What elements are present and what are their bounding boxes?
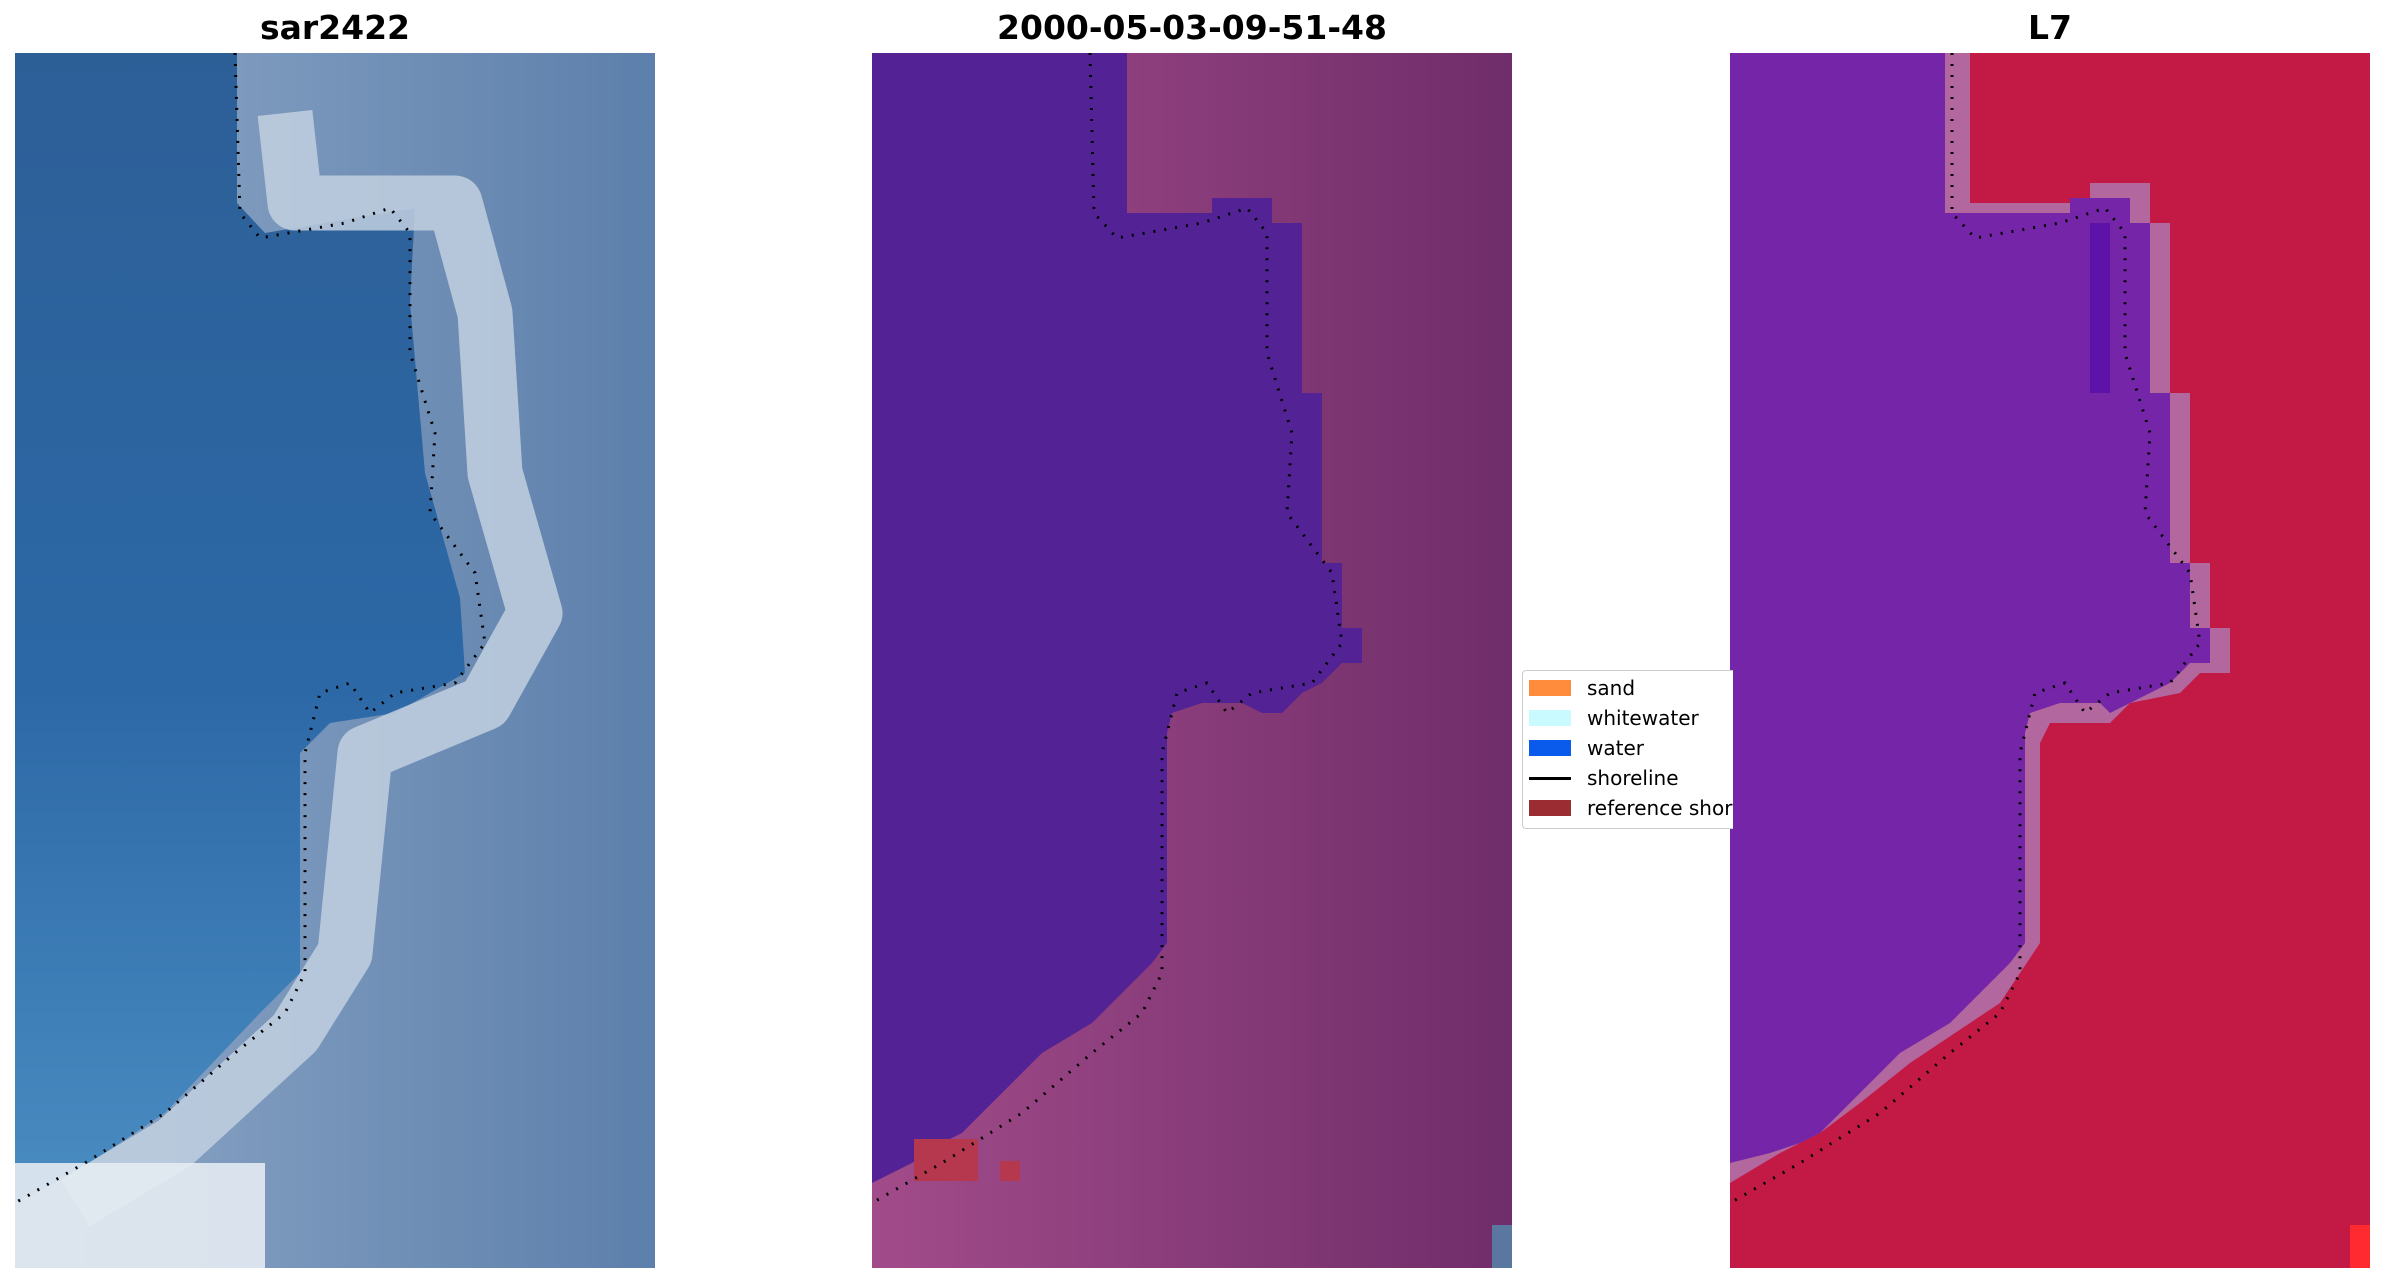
- rgb-image-panel: [15, 53, 655, 1268]
- class-water-area: [872, 53, 1362, 1183]
- legend-label: sand: [1587, 676, 1636, 700]
- rgb-bright-surf: [15, 1163, 265, 1268]
- legend-label: water: [1587, 736, 1644, 760]
- rgb-water-area: [15, 53, 465, 1203]
- legend-item-water: water: [1529, 735, 1644, 761]
- rgb-shoreline: [15, 53, 487, 1205]
- legend-label: whitewater: [1587, 706, 1699, 730]
- index-deep-water: [2090, 223, 2110, 393]
- legend-line-shoreline: [1529, 776, 1571, 780]
- legend-swatch-reference-buffer: [1529, 800, 1571, 816]
- legend: sand whitewater water shoreline referenc…: [1522, 670, 1733, 829]
- legend-swatch-sand: [1529, 680, 1571, 696]
- classification-panel: [872, 53, 1512, 1268]
- legend-swatch-water: [1529, 740, 1571, 756]
- rgb-surf-band: [60, 109, 563, 1227]
- legend-item-shoreline: shoreline: [1529, 765, 1679, 791]
- legend-item-sand: sand: [1529, 675, 1635, 701]
- classified-image: [872, 53, 1512, 1268]
- panel-title-date: 2000-05-03-09-51-48: [997, 8, 1387, 47]
- rgb-image: [15, 53, 655, 1268]
- class-corner-water: [1492, 1225, 1512, 1268]
- index-image: [1730, 53, 2370, 1268]
- panel-title-l7: L7: [2028, 8, 2072, 47]
- legend-label: reference shoreline buffer: [1587, 796, 1733, 820]
- index-panel: [1730, 53, 2370, 1268]
- class-reference-buffer-small: [1000, 1161, 1020, 1181]
- legend-label: shoreline: [1587, 766, 1679, 790]
- legend-item-reference-buffer: reference shoreline buffer: [1529, 795, 1733, 821]
- class-reference-buffer: [914, 1139, 978, 1181]
- panel-title-sar2422: sar2422: [259, 8, 411, 47]
- index-corner-mark: [2350, 1225, 2370, 1268]
- legend-swatch-whitewater: [1529, 710, 1571, 726]
- legend-item-whitewater: whitewater: [1529, 705, 1699, 731]
